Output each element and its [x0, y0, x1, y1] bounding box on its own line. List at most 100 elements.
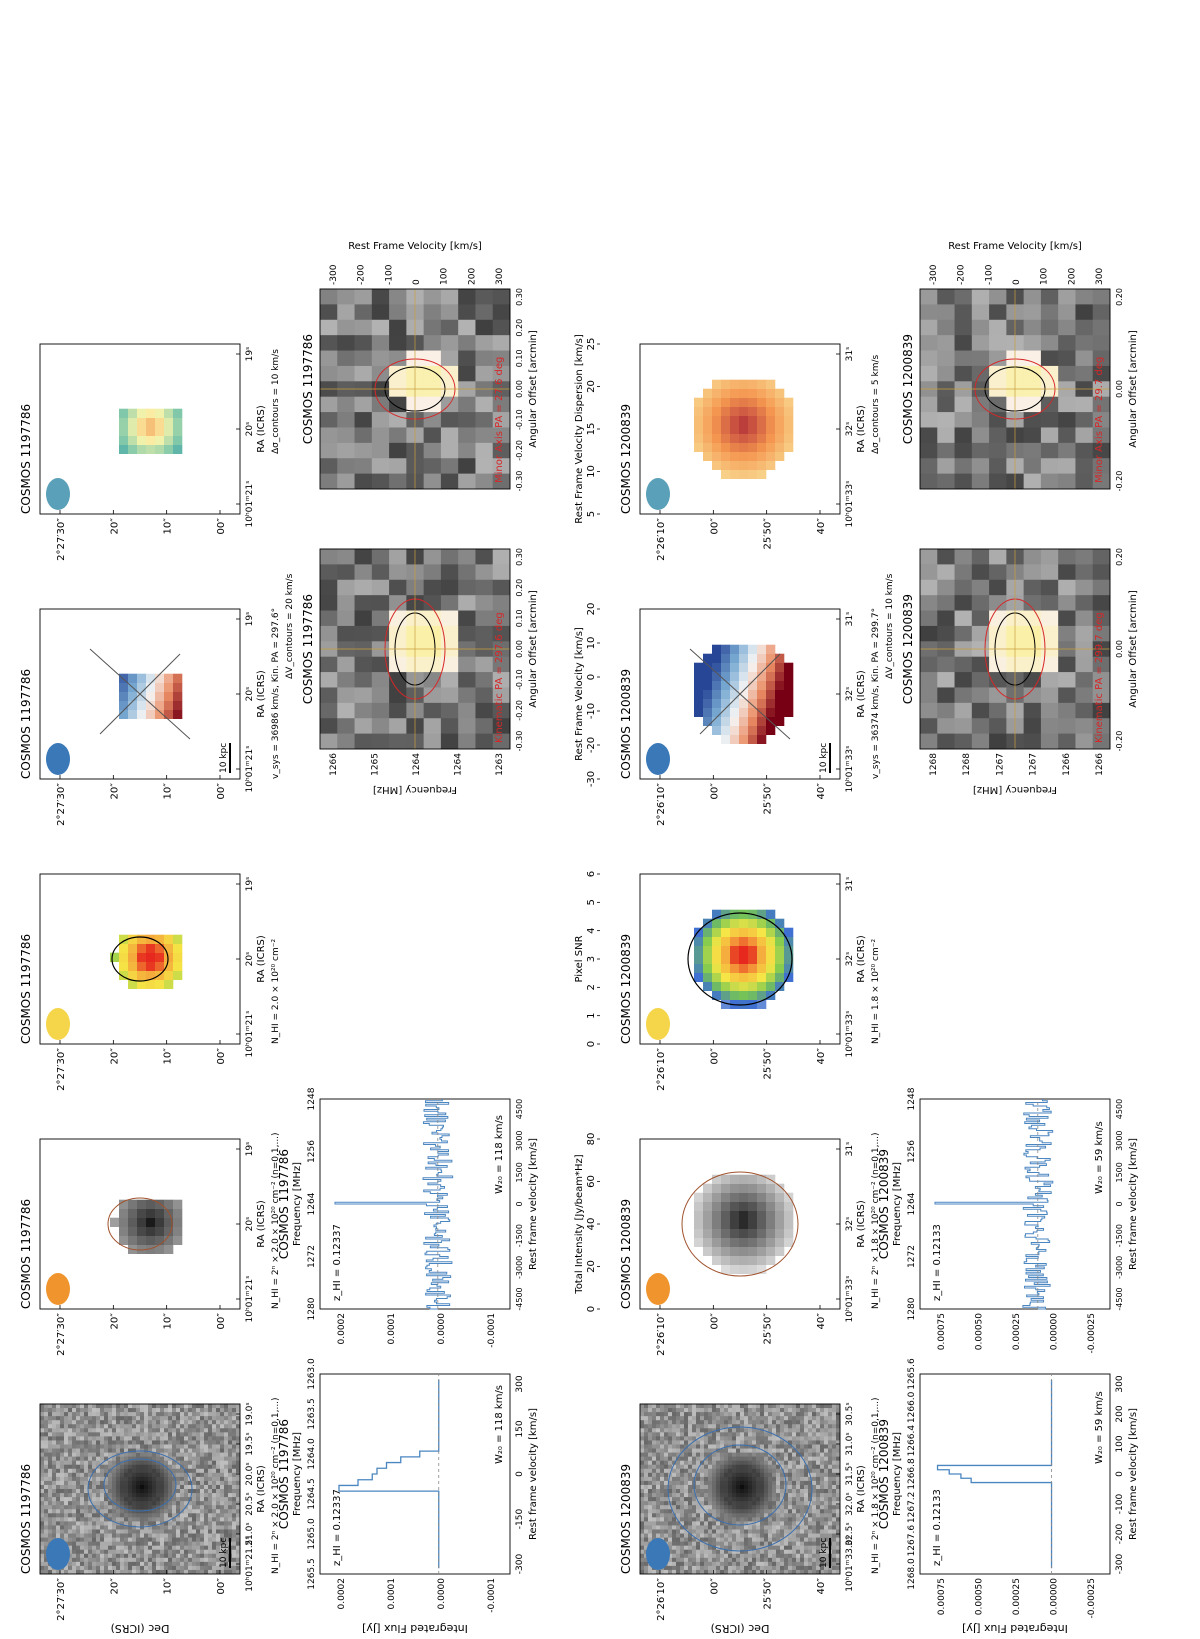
optical-pixel: [708, 1484, 713, 1489]
optical-pixel: [740, 1431, 745, 1437]
optical-pixel: [756, 1423, 761, 1429]
optical-pixel: [724, 1448, 729, 1453]
optical-pixel: [216, 1448, 221, 1453]
optical-pixel: [196, 1423, 201, 1429]
optical-pixel: [168, 1427, 173, 1433]
optical-pixel: [672, 1549, 677, 1554]
optical-pixel: [728, 1504, 733, 1510]
pv-pixel: [371, 288, 390, 305]
optical-pixel: [108, 1529, 113, 1534]
optical-pixel: [720, 1456, 725, 1461]
optical-pixel: [788, 1415, 793, 1421]
optical-pixel: [92, 1516, 97, 1522]
ra-tick-label: 20ˢ: [245, 952, 255, 967]
optical-pixel: [704, 1403, 709, 1409]
optical-pixel: [216, 1500, 221, 1506]
vel-tick-label: -150: [515, 1509, 525, 1530]
optical-pixel: [184, 1529, 189, 1534]
pv-pixel: [423, 473, 442, 489]
optical-pixel: [76, 1419, 81, 1425]
optical-pixel: [128, 1419, 133, 1425]
optical-pixel: [100, 1549, 105, 1554]
optical-pixel: [720, 1500, 725, 1506]
optical-pixel: [204, 1435, 209, 1441]
optical-pixel: [688, 1427, 693, 1433]
optical-pixel: [812, 1448, 817, 1453]
optical-pixel: [96, 1520, 101, 1526]
optical-pixel: [684, 1549, 689, 1554]
optical-pixel: [804, 1553, 809, 1558]
optical-pixel: [72, 1516, 77, 1522]
optical-pixel: [692, 1525, 697, 1530]
optical-pixel: [672, 1411, 677, 1417]
optical-pixel: [648, 1407, 653, 1413]
optical-pixel: [76, 1537, 81, 1542]
optical-pixel: [100, 1472, 105, 1477]
pv-pixel: [492, 579, 511, 596]
optical-pixel: [792, 1533, 797, 1538]
optical-pixel: [84, 1525, 89, 1530]
optical-pixel: [768, 1557, 773, 1562]
optical-pixel: [804, 1456, 809, 1461]
optical-pixel: [232, 1504, 237, 1510]
optical-pixel: [768, 1444, 773, 1449]
optical-pixel: [816, 1423, 821, 1429]
optical-pixel: [720, 1516, 725, 1522]
optical-pixel: [716, 1415, 721, 1421]
optical-pixel: [224, 1456, 229, 1461]
optical-pixel: [752, 1407, 757, 1413]
optical-pixel: [200, 1460, 205, 1465]
optical-pixel: [224, 1448, 229, 1453]
optical-pixel: [228, 1460, 233, 1465]
optical-pixel: [104, 1537, 109, 1542]
optical-pixel: [152, 1411, 157, 1417]
optical-pixel: [152, 1545, 157, 1550]
optical-pixel: [676, 1508, 681, 1514]
optical-pixel: [740, 1549, 745, 1554]
optical-pixel: [660, 1419, 665, 1425]
optical-pixel: [208, 1448, 213, 1453]
optical-pixel: [136, 1569, 141, 1574]
optical-pixel: [76, 1508, 81, 1514]
optical-pixel: [180, 1504, 185, 1510]
optical-pixel: [52, 1435, 57, 1441]
optical-pixel: [132, 1448, 137, 1453]
optical-pixel: [816, 1504, 821, 1510]
optical-pixel: [84, 1452, 89, 1457]
optical-pixel: [744, 1488, 749, 1494]
ra-tick-label: 10ʰ01ᵐ21.5ˢ: [245, 1536, 255, 1592]
optical-pixel: [648, 1537, 653, 1542]
optical-pixel: [784, 1456, 789, 1461]
optical-pixel: [660, 1520, 665, 1526]
optical-pixel: [144, 1444, 149, 1449]
optical-pixel: [748, 1541, 753, 1546]
optical-pixel: [56, 1468, 61, 1473]
optical-pixel: [96, 1488, 101, 1494]
pixel: [119, 426, 129, 436]
optical-pixel: [800, 1537, 805, 1542]
optical-pixel: [776, 1537, 781, 1542]
pv-pixel: [371, 610, 390, 626]
optical-pixel: [168, 1504, 173, 1510]
optical-pixel: [192, 1488, 197, 1494]
optical-pixel: [220, 1476, 225, 1481]
optical-pixel: [648, 1456, 653, 1461]
optical-pixel: [780, 1533, 785, 1538]
optical-pixel: [820, 1545, 825, 1550]
optical-pixel: [48, 1508, 53, 1514]
optical-pixel: [184, 1403, 189, 1409]
optical-pixel: [72, 1403, 77, 1409]
optical-pixel: [704, 1508, 709, 1514]
optical-pixel: [236, 1423, 241, 1429]
optical-pixel: [804, 1533, 809, 1538]
pixel: [146, 417, 156, 427]
optical-pixel: [720, 1512, 725, 1518]
optical-pixel: [776, 1480, 781, 1485]
optical-pixel: [220, 1533, 225, 1538]
optical-pixel: [72, 1440, 77, 1445]
optical-pixel: [80, 1460, 85, 1465]
optical-pixel: [664, 1569, 669, 1574]
pixel: [155, 1244, 165, 1254]
optical-pixel: [164, 1525, 169, 1530]
optical-pixel: [644, 1407, 649, 1413]
